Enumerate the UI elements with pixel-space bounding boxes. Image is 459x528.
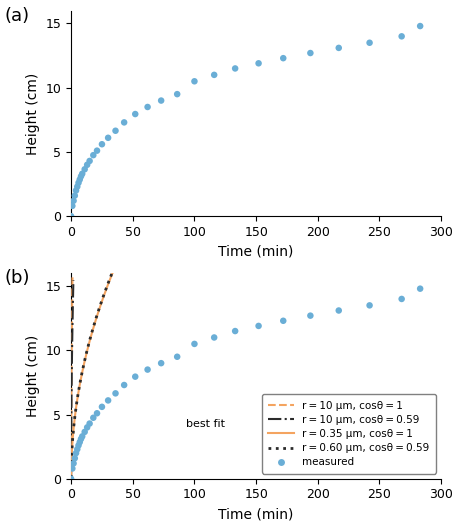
Y-axis label: Height (cm): Height (cm) [26, 335, 40, 417]
Point [334, 306, 341, 315]
Point [131, 372, 139, 381]
Point [120, 118, 128, 127]
Point [415, 285, 423, 293]
Point [157, 96, 164, 105]
Text: (a): (a) [5, 6, 29, 24]
Point [68, 464, 76, 473]
Point [210, 71, 218, 79]
Point [231, 327, 238, 335]
Point [86, 419, 93, 428]
Point [81, 165, 88, 174]
Point [90, 413, 97, 422]
Point [306, 312, 313, 320]
Point [98, 403, 106, 411]
Point [70, 196, 77, 205]
Point [365, 39, 372, 47]
Point [76, 438, 83, 446]
Point [190, 77, 198, 86]
Point [72, 186, 79, 195]
Point [72, 449, 79, 457]
Point [68, 202, 76, 210]
Point [173, 90, 180, 98]
Point [144, 103, 151, 111]
Point [104, 134, 112, 142]
Point [254, 322, 262, 330]
Point [279, 317, 286, 325]
Point [71, 191, 78, 200]
Point [306, 49, 313, 57]
Point [104, 396, 112, 404]
Point [67, 212, 75, 220]
Point [279, 54, 286, 62]
Point [254, 59, 262, 68]
Point [231, 64, 238, 73]
Point [397, 295, 404, 303]
Y-axis label: Height (cm): Height (cm) [26, 72, 40, 155]
Point [190, 340, 198, 348]
Point [83, 423, 90, 431]
Point [334, 44, 341, 52]
Point [131, 110, 139, 118]
X-axis label: Time (min): Time (min) [218, 507, 293, 521]
Point [81, 428, 88, 436]
Point [70, 459, 77, 468]
Point [78, 432, 86, 440]
Point [83, 161, 90, 169]
Point [93, 409, 101, 418]
Point [71, 454, 78, 463]
Point [75, 178, 82, 187]
Point [78, 169, 86, 178]
X-axis label: Time (min): Time (min) [218, 244, 293, 258]
Point [397, 32, 404, 41]
Point [173, 353, 180, 361]
Point [76, 175, 83, 184]
Text: best fit: best fit [185, 419, 224, 429]
Point [67, 475, 75, 483]
Legend: r = 10 μm, cosθ = 1, r = 10 μm, cosθ = 0.59, r = 0.35 μm, cosθ = 1, r = 0.60 μm,: r = 10 μm, cosθ = 1, r = 10 μm, cosθ = 0… [261, 394, 435, 474]
Point [112, 389, 119, 398]
Point [90, 151, 97, 159]
Point [77, 172, 84, 181]
Point [112, 127, 119, 135]
Point [144, 365, 151, 374]
Point [415, 22, 423, 30]
Point [73, 182, 81, 191]
Point [98, 140, 106, 148]
Point [86, 157, 93, 165]
Point [365, 301, 372, 309]
Point [120, 381, 128, 389]
Point [93, 146, 101, 155]
Point [157, 359, 164, 367]
Point [77, 435, 84, 443]
Text: (b): (b) [5, 269, 30, 287]
Point [210, 333, 218, 342]
Point [75, 441, 82, 450]
Point [73, 445, 81, 454]
